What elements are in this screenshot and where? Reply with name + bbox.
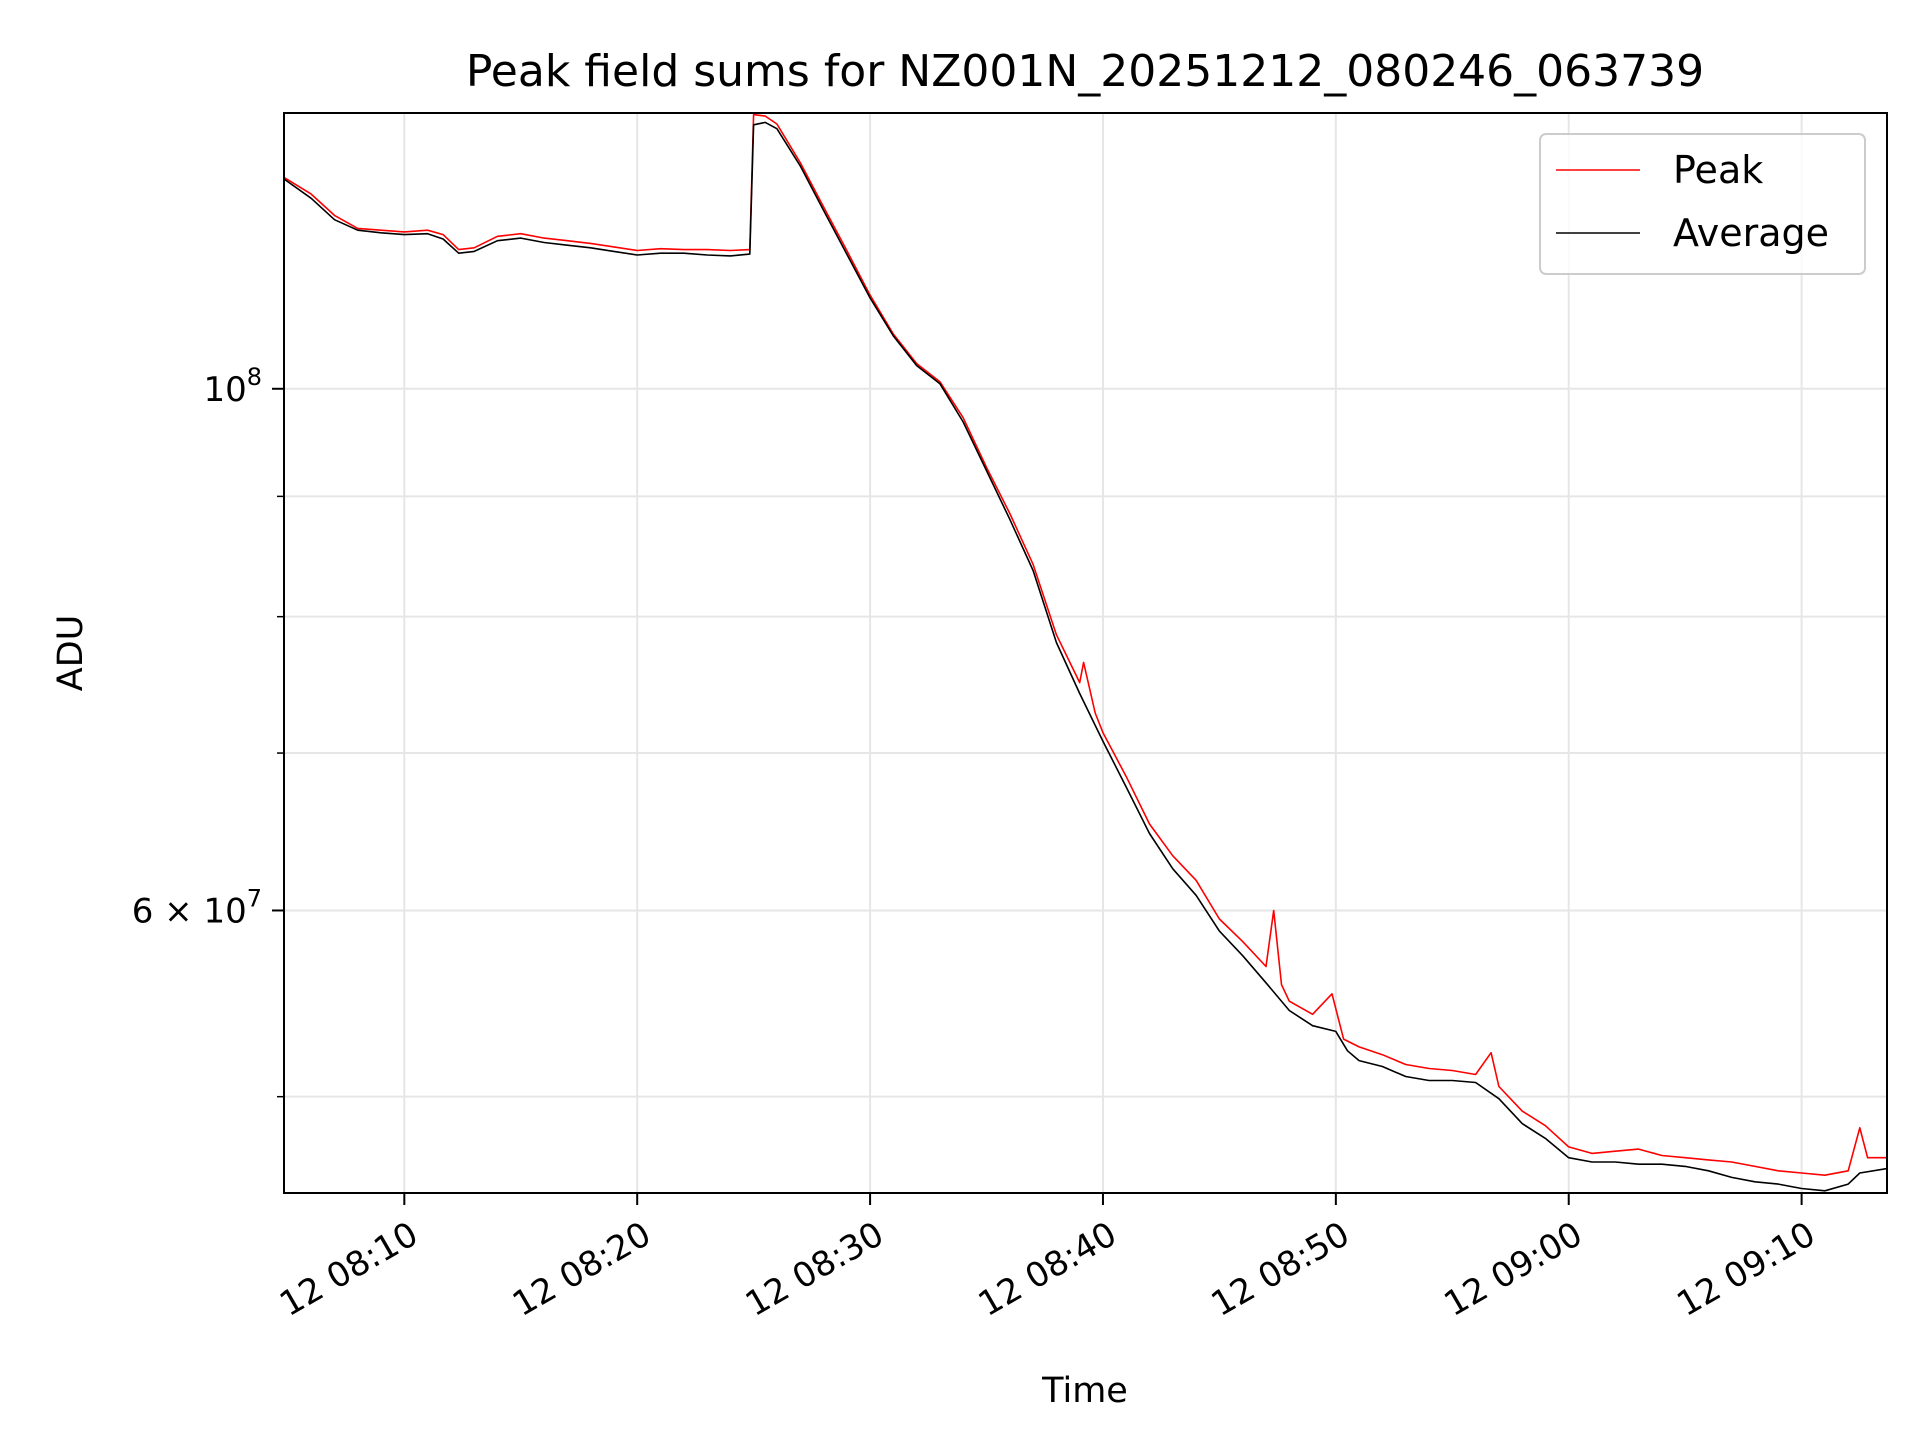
y-tick-label: 6 × 107 [132,884,262,931]
series-line-average [283,121,1888,1192]
series-line-peak [283,113,1887,1176]
legend-label-average: Average [1673,211,1829,255]
y-tick-label: 108 [203,363,262,410]
y-tick-label-exponent: 7 [247,884,262,912]
legend-label-peak: Peak [1673,148,1763,192]
y-tick-label-base: 6 × 10 [132,891,247,931]
y-tick-label-exponent: 8 [247,363,262,391]
y-tick-label-base: 10 [203,370,246,410]
plot-frame [283,112,1888,1194]
legend: Peak Average [1539,133,1866,275]
x-axis-label: Time [1041,1371,1128,1411]
legend-box [1539,133,1866,275]
y-axis-label: ADU [51,615,91,692]
series-layer [283,113,1888,1192]
grid [284,113,1887,1193]
chart-title: Peak field sums for NZ001N_20251212_0802… [466,46,1704,97]
